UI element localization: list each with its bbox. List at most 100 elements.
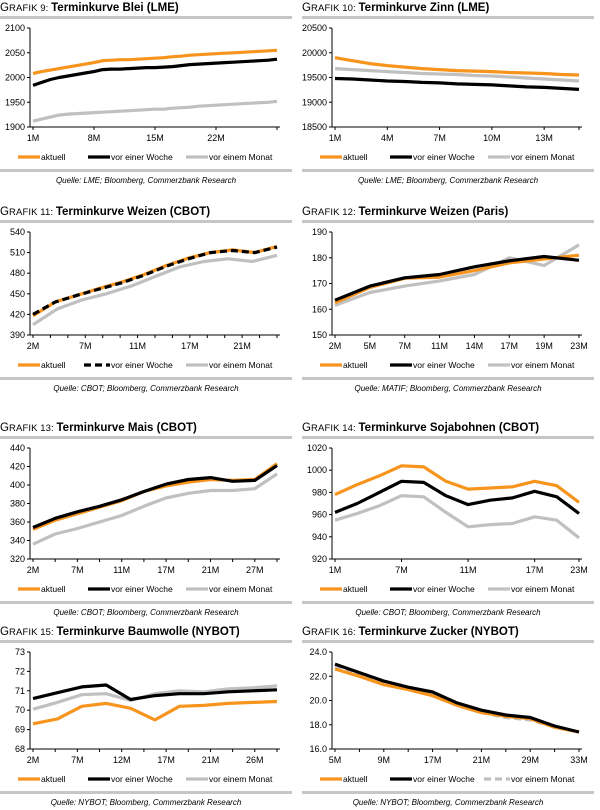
chart-title-text: Terminkurve Baumwolle (NYBOT) [56,626,240,638]
y-tick-label: 180 [312,253,327,263]
series-line-vor-einer-woche [32,683,278,702]
x-tick-label: 10M [483,133,501,143]
chart-panel-12: GRAFIK 12: Terminkurve Weizen (Paris) 150… [302,204,594,396]
x-tick-label: 21M [233,341,251,351]
chart-title: GRAFIK 11: Terminkurve Weizen (CBOT) [0,204,292,220]
chart-title-prefix: GRAFIK 13: [0,422,57,434]
series-line-vor-einem-monat [334,67,580,83]
y-tick-label: 450 [10,289,25,299]
series-line-vor-einem-monat [32,684,278,711]
legend-divider [0,791,292,794]
chart-svg: 1900 1950 2000 2050 2100 1M 8M 15M 22M aktuell vor… [5,23,280,162]
y-tick-label: 940 [312,532,327,542]
series-line-vor-einem-monat [32,99,278,123]
y-tick-label: 340 [10,536,25,546]
x-tick-label: 27M [246,565,264,575]
y-tick-label: 920 [312,554,327,564]
x-tick-label: 15M [146,133,164,143]
legend-label: vor einer Woche [111,584,173,594]
y-tick-label: 960 [312,510,327,520]
y-tick-label: 980 [312,487,327,497]
x-tick-label: 11M [460,565,477,575]
legend-label: vor einer Woche [413,584,475,594]
chart-source: Quelle: CBOT; Bloomberg, Commerzbank Res… [355,608,541,617]
series-line-vor-einer-woche [334,254,580,302]
y-tick-label: 2000 [5,73,25,83]
x-tick-label: 22M [207,133,225,143]
title-divider [302,220,594,223]
series-line-aktuell [32,699,278,726]
legend-label: vor einem Monat [511,584,575,594]
legend-divider [0,601,292,604]
chart-title-text: Terminkurve Blei (LME) [51,2,179,14]
title-divider [0,436,292,439]
chart-svg: 390 420 450 480 510 540 2M 7M 11M 17M 21M aktuell vo… [10,227,280,370]
y-tick-label: 2100 [5,23,25,33]
chart-title-text: Terminkurve Zinn (LME) [358,2,490,14]
y-tick-label: 160 [312,304,327,314]
x-tick-label: 33M [570,755,588,765]
chart-panel-16: GRAFIK 16: Terminkurve Zucker (NYBOT) 16.… [302,624,594,810]
y-tick-label: 360 [10,517,25,527]
chart-source: Quelle: LME; Bloomberg, Commerzbank Rese… [357,176,539,185]
y-tick-label: 380 [10,499,25,509]
chart-title-prefix: GRAFIK 10: [302,2,359,14]
chart-title-text: Terminkurve Weizen (Paris) [358,206,509,218]
title-divider [302,640,594,643]
x-tick-label: 9M [378,755,391,765]
x-tick-label: 13M [535,133,553,143]
y-tick-label: 22.0 [309,671,327,681]
y-tick-label: 190 [312,227,327,237]
legend-label: vor einer Woche [413,360,475,370]
legend-label: vor einer Woche [111,774,173,784]
y-tick-label: 420 [10,309,25,319]
x-tick-label: 7M [433,133,446,143]
x-tick-label: 17M [424,755,442,765]
chart-source: Quelle: LME; Bloomberg, Commerzbank Rese… [55,176,237,185]
series-line-aktuell [32,48,278,76]
chart-title: GRAFIK 15: Terminkurve Baumwolle (NYBOT) [0,624,292,640]
chart-title: GRAFIK 12: Terminkurve Weizen (Paris) [302,204,594,220]
y-tick-label: 69 [15,725,25,735]
chart-title-prefix: GRAFIK 9: [0,2,52,14]
x-tick-label: 23M [570,341,588,351]
y-tick-label: 24.0 [309,647,327,657]
chart-title-prefix: GRAFIK 15: [0,626,57,638]
chart-title-text: Terminkurve Mais (CBOT) [56,422,197,434]
y-tick-label: 70 [15,705,25,715]
y-tick-label: 150 [312,330,327,340]
y-tick-label: 1020 [307,443,327,453]
legend-divider [302,601,594,604]
y-tick-label: 1950 [5,97,25,107]
x-tick-label: 29M [521,755,539,765]
series-line-vor-einer-woche [334,662,580,734]
legend-label: aktuell [41,774,66,784]
chart-title: GRAFIK 13: Terminkurve Mais (CBOT) [0,420,292,436]
legend-label: vor einem Monat [511,360,575,370]
x-tick-label: 2M [27,755,40,765]
title-divider [0,640,292,643]
chart-source: Quelle: NYBOT; Bloomberg, Commerzbank Re… [352,798,544,807]
chart-title-text: Terminkurve Sojabohnen (CBOT) [358,422,540,434]
x-tick-label: 7M [395,565,408,575]
chart-title: GRAFIK 9: Terminkurve Blei (LME) [0,0,292,16]
chart-title-prefix: GRAFIK 16: [302,626,359,638]
y-tick-label: 19000 [302,97,327,107]
series-line-vor-einer-woche [334,479,580,515]
chart-svg: 18500 19000 19500 20000 20500 1M 4M 7M 10M 13M akt… [302,23,582,162]
legend-divider [302,169,594,172]
legend-label: aktuell [41,360,66,370]
legend-label: vor einem Monat [209,360,273,370]
legend-divider [0,377,292,380]
x-tick-label: 2M [329,341,342,351]
chart-source: Quelle: MATIF; Bloomberg, Commerzbank Re… [354,384,542,393]
chart-svg: 68 69 70 71 72 73 2M 7M 12M 17M 21M 26M aktuell vor e… [15,647,280,784]
x-tick-label: 19M [535,341,553,351]
x-tick-label: 5M [329,755,342,765]
title-divider [0,16,292,19]
series-line-vor-einer-woche [32,57,278,87]
y-tick-label: 320 [10,554,25,564]
x-tick-label: 7M [398,341,411,351]
x-tick-label: 1M [329,133,342,143]
x-tick-label: 14M [466,341,484,351]
